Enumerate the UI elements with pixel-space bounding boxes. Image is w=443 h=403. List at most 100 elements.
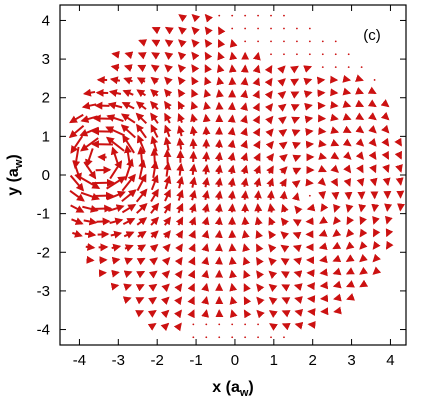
vector-arrow [105, 126, 126, 137]
y-axis-ticks: -4 -3 -2 -1 0 1 2 3 4 [37, 12, 406, 339]
vector-arrow [191, 51, 200, 61]
vector-arrow [394, 137, 402, 147]
vector-dot [283, 336, 285, 339]
vector-arrow [178, 39, 187, 48]
vector-arrow [342, 151, 352, 160]
vector-arrow [266, 165, 274, 175]
vector-arrow [161, 270, 171, 279]
vector-arrow [252, 140, 261, 150]
vector-arrow [150, 216, 160, 226]
vector-arrow [279, 166, 288, 175]
vector-arrow [151, 52, 161, 60]
vector-arrow [280, 217, 289, 227]
vector-arrow [138, 39, 148, 47]
vector-arrow [319, 255, 328, 264]
vector-arrow [265, 140, 274, 150]
vector-arrow [382, 177, 391, 187]
vector-arrow [191, 39, 200, 48]
vector-arrow [122, 134, 135, 154]
vector-arrow [69, 189, 85, 202]
vector-arrow [135, 112, 148, 125]
vector-arrow [177, 64, 187, 73]
vector-arrow [214, 216, 223, 226]
vector-arrow [204, 26, 213, 36]
vector-arrow [342, 138, 352, 147]
vector-arrow [174, 283, 183, 293]
vector-arrow [216, 64, 225, 73]
vector-arrow [214, 203, 223, 213]
vector-arrow [80, 137, 99, 152]
vector-dot [321, 53, 324, 56]
vector-arrow [69, 174, 85, 192]
vector-arrow [355, 99, 365, 108]
vector-arrow [292, 141, 301, 150]
vector-arrow [150, 112, 159, 124]
vector-arrow [191, 13, 201, 23]
vector-arrow [147, 310, 157, 318]
vector-arrow [277, 65, 286, 74]
vector-dot [283, 53, 285, 56]
vector-dot [218, 336, 221, 339]
vector-arrow [304, 115, 314, 124]
vector-arrow [190, 113, 198, 123]
vector-arrow [358, 203, 367, 213]
vector-arrow [136, 257, 146, 266]
vector-arrow [253, 152, 261, 162]
vector-arrow [227, 177, 236, 188]
x-tick-label: 0 [231, 352, 239, 369]
vector-arrow [173, 322, 182, 332]
y-tick-label: -3 [37, 283, 50, 300]
vector-dot [321, 40, 324, 43]
vector-arrow [150, 202, 160, 214]
vector-arrow [204, 51, 213, 61]
vector-arrow [137, 52, 147, 60]
vector-arrow [164, 64, 173, 73]
vector-dot [244, 27, 247, 30]
vector-dot [347, 53, 350, 56]
vector-arrow [290, 65, 299, 74]
vector-dot [296, 27, 298, 30]
vector-arrow [111, 256, 121, 265]
vector-arrow [123, 76, 133, 85]
vector-arrow [278, 116, 287, 125]
vector-arrow [120, 124, 136, 139]
vector-arrow [229, 296, 238, 305]
vector-arrow [318, 229, 328, 237]
panel-label: (c) [363, 27, 381, 44]
vector-arrow [280, 244, 290, 253]
vector-arrow [330, 151, 340, 160]
vector-arrow [123, 144, 132, 169]
x-axis-ticks: -4 -3 -2 -1 0 1 2 3 4 [73, 5, 395, 369]
vector-arrow [150, 135, 159, 152]
vector-arrow [84, 230, 97, 239]
vector-arrow [319, 268, 328, 277]
vector-arrow [278, 129, 288, 138]
vector-arrow [189, 176, 197, 188]
x-tick-label: -1 [189, 352, 202, 369]
vector-arrow [204, 64, 212, 74]
vector-arrow [150, 88, 159, 98]
vector-arrow [359, 241, 368, 250]
vector-arrow [201, 229, 210, 239]
vector-arrow [123, 231, 135, 239]
vector-arrow [281, 310, 291, 318]
vector-arrow [252, 127, 261, 137]
vector-arrow [381, 137, 390, 147]
vector-arrow [136, 203, 148, 214]
vector-arrow [240, 152, 249, 162]
vector-arrow [164, 100, 172, 110]
vector-dot [308, 40, 311, 43]
vector-arrow [291, 192, 300, 201]
vector-arrow [268, 296, 278, 306]
vector-arrow [177, 51, 187, 61]
vector-arrow [240, 190, 249, 200]
vector-arrow [343, 164, 352, 174]
vector-arrow [293, 257, 303, 266]
vector-arrow [292, 154, 302, 163]
vector-arrow [268, 257, 277, 266]
vector-arrow [163, 124, 172, 138]
vector-arrow [331, 191, 340, 201]
vector-arrow [268, 230, 277, 240]
vector-arrow [85, 242, 96, 251]
vector-arrow [356, 164, 364, 174]
